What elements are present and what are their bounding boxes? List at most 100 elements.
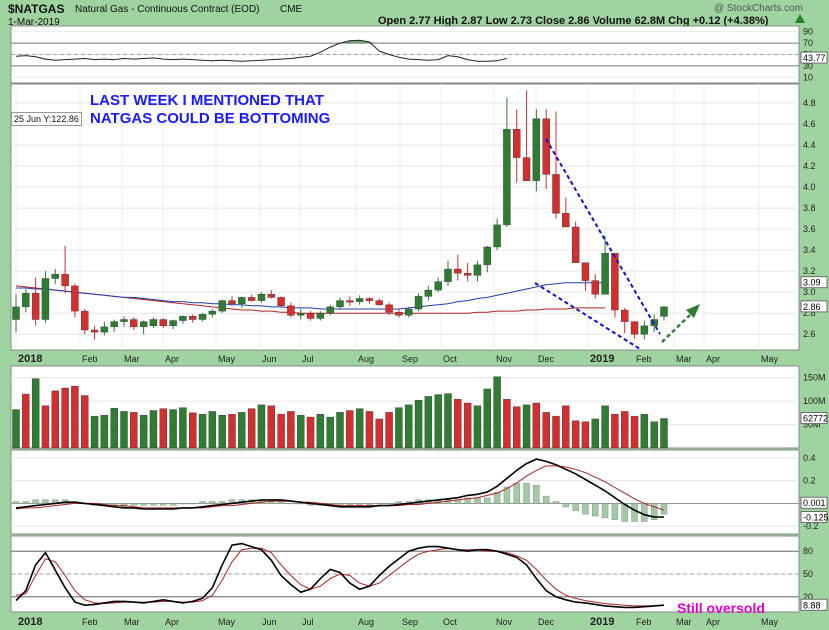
volume-bar-24 bbox=[247, 408, 256, 449]
rsi-line bbox=[15, 39, 508, 62]
volume-bar-1 bbox=[22, 393, 30, 449]
macd-histogram-bar-28 bbox=[287, 503, 295, 505]
volume-bar-48 bbox=[483, 388, 491, 449]
macd-histogram-bar-20 bbox=[209, 501, 216, 504]
volume-bar-61 bbox=[611, 414, 619, 449]
breakout-arrowhead-icon bbox=[686, 304, 700, 318]
candle-51 bbox=[513, 129, 521, 158]
stoch-tick-1: 50 bbox=[803, 569, 813, 579]
candle-34 bbox=[346, 300, 354, 303]
price-x-tick-3: Apr bbox=[165, 354, 179, 364]
macd-last-value: 0.001 bbox=[803, 498, 826, 508]
volume-bar-4 bbox=[51, 390, 59, 449]
candle-0 bbox=[12, 306, 20, 320]
volume-tick-2: 50M bbox=[803, 420, 821, 430]
volume-bar-0 bbox=[12, 409, 20, 449]
price-x-tick-13: Feb bbox=[636, 354, 652, 364]
volume-bar-21 bbox=[218, 415, 226, 449]
candle-31 bbox=[316, 313, 325, 319]
volume-bar-20 bbox=[208, 411, 217, 449]
macd-histogram-bar-50 bbox=[503, 486, 511, 504]
macd-histogram-bar-63 bbox=[631, 503, 638, 522]
volume-bar-12 bbox=[130, 412, 138, 449]
volume-bar-28 bbox=[287, 411, 295, 449]
price-x-tick-15: Apr bbox=[706, 354, 720, 364]
candle-7 bbox=[81, 310, 89, 331]
macd-histogram-bar-48 bbox=[484, 497, 491, 504]
volume-bar-47 bbox=[473, 405, 482, 449]
macd-histogram-bar-37 bbox=[376, 503, 383, 505]
candle-28 bbox=[287, 305, 295, 316]
bottom-x-tick-10: Nov bbox=[496, 617, 513, 627]
macd-line bbox=[15, 458, 664, 518]
price-x-tick-16: May bbox=[761, 354, 779, 364]
volume-bar-23 bbox=[238, 412, 246, 449]
volume-bar-55 bbox=[552, 415, 560, 449]
volume-bar-26 bbox=[267, 405, 275, 449]
volume-bar-11 bbox=[120, 411, 128, 449]
bottom-x-tick-9: Oct bbox=[443, 617, 458, 627]
rsi-tick-0: 90 bbox=[803, 27, 813, 37]
macd-histogram-bar-55 bbox=[552, 501, 560, 504]
candle-62 bbox=[621, 309, 629, 322]
candle-5 bbox=[61, 274, 69, 287]
price-ma-last-value: 3.09 bbox=[803, 278, 821, 288]
volume-bar-49 bbox=[493, 376, 501, 449]
volume-bar-19 bbox=[198, 414, 207, 449]
candle-24 bbox=[247, 297, 256, 301]
macd-histogram-bar-54 bbox=[542, 495, 550, 504]
macd-histogram-bar-21 bbox=[218, 501, 226, 504]
price-tick-5: 3.8 bbox=[803, 203, 816, 213]
macd-tick-3: -0.2 bbox=[803, 521, 819, 531]
bottom-x-tick-8: Sep bbox=[402, 617, 418, 627]
volume-bar-42 bbox=[424, 396, 433, 449]
macd-tick-1: 0.2 bbox=[803, 476, 816, 486]
volume-bar-18 bbox=[189, 412, 197, 449]
macd-histogram-bar-29 bbox=[297, 503, 304, 505]
price-panel bbox=[10, 83, 800, 351]
moving-average-blue bbox=[16, 282, 606, 310]
candle-18 bbox=[189, 316, 197, 320]
volume-bar-14 bbox=[149, 410, 158, 449]
price-tick-7: 3.4 bbox=[803, 245, 816, 255]
volume-bar-10 bbox=[110, 407, 118, 449]
volume-bar-59 bbox=[591, 418, 599, 449]
candle-23 bbox=[238, 297, 246, 304]
annotation-headline-2: NATGAS COULD BE BOTTOMING bbox=[90, 110, 331, 127]
volume-tick-0: 150M bbox=[803, 373, 826, 383]
price-x-tick-14: Mar bbox=[676, 354, 692, 364]
up-triangle-icon bbox=[795, 14, 805, 23]
stoch-fast-line bbox=[15, 542, 665, 609]
candle-3 bbox=[41, 278, 50, 320]
volume-bar-57 bbox=[571, 420, 580, 449]
macd-histogram-bar-49 bbox=[493, 492, 501, 504]
price-last-close: 2.86 bbox=[803, 302, 821, 312]
macd-histogram-bar-1 bbox=[22, 501, 30, 504]
candle-57 bbox=[571, 226, 580, 263]
macd-histogram-bar-15 bbox=[160, 503, 167, 506]
candle-49 bbox=[493, 224, 501, 248]
price-tick-4: 4.0 bbox=[803, 182, 816, 192]
volume-bar-8 bbox=[90, 415, 99, 449]
description-label: Natural Gas - Continuous Contract (EOD) bbox=[75, 4, 260, 15]
volume-bar-37 bbox=[375, 418, 383, 449]
candle-1 bbox=[22, 293, 30, 308]
candle-58 bbox=[581, 262, 590, 281]
macd-histogram-bar-39 bbox=[395, 501, 403, 504]
macd-signal-last-value: -0.125 bbox=[803, 513, 829, 523]
price-x-tick-8: Sep bbox=[402, 354, 418, 364]
macd-histogram-bar-61 bbox=[611, 503, 619, 520]
price-x-tick-5: Jun bbox=[262, 354, 277, 364]
volume-bar-50 bbox=[503, 399, 511, 449]
macd-histogram-bar-35 bbox=[356, 503, 363, 506]
candle-35 bbox=[355, 298, 364, 302]
volume-bar-53 bbox=[532, 402, 541, 449]
rsi-last-value: 43.77 bbox=[803, 53, 826, 63]
candle-6 bbox=[71, 285, 79, 312]
price-tick-1: 4.6 bbox=[803, 119, 816, 129]
ohlc-readout: Open 2.77 High 2.87 Low 2.73 Close 2.86 … bbox=[378, 15, 769, 27]
candle-27 bbox=[277, 297, 285, 307]
candle-19 bbox=[198, 314, 207, 320]
candle-11 bbox=[120, 319, 128, 322]
